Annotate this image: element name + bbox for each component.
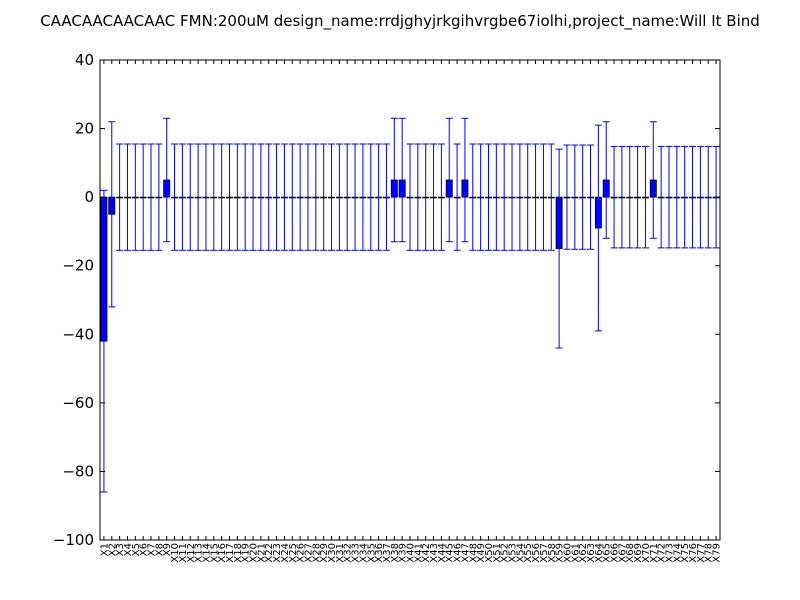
x-tick-label: X65 bbox=[602, 543, 613, 563]
x-tick-label: X26 bbox=[296, 543, 307, 563]
x-tick-label: X58 bbox=[547, 543, 558, 563]
x-tick-label: X33 bbox=[351, 543, 362, 563]
y-tick-label: −20 bbox=[62, 257, 94, 275]
x-tick-label: X77 bbox=[696, 543, 707, 563]
x-tick-label: X7 bbox=[147, 543, 158, 556]
x-tick-label: X72 bbox=[657, 543, 668, 563]
x-tick-label: X60 bbox=[562, 543, 573, 563]
x-tick-label: X27 bbox=[303, 543, 314, 563]
x-tick-label: X40 bbox=[406, 543, 417, 563]
x-tick-label: X37 bbox=[382, 543, 393, 563]
x-tick-label: X69 bbox=[633, 543, 644, 563]
x-tick-label: X41 bbox=[413, 543, 424, 563]
x-tick-label: X73 bbox=[664, 543, 675, 563]
x-tick-label: X14 bbox=[201, 543, 212, 563]
x-tick-label: X3 bbox=[115, 543, 126, 556]
x-tick-label: X42 bbox=[421, 543, 432, 563]
x-tick-label: X43 bbox=[429, 543, 440, 563]
x-tick-label: X6 bbox=[139, 543, 150, 556]
x-tick-label: X39 bbox=[398, 543, 409, 563]
x-tick-label: X59 bbox=[555, 543, 566, 563]
x-tick-label: X29 bbox=[319, 543, 330, 563]
x-tick-label: X71 bbox=[649, 543, 660, 563]
x-tick-label: X52 bbox=[500, 543, 511, 563]
x-tick-label: X20 bbox=[249, 543, 260, 563]
x-tick-label: X78 bbox=[704, 543, 715, 563]
x-tick-label: X66 bbox=[610, 543, 621, 563]
plot-area: −100−80−60−40−2002040X1X2X3X4X5X6X7X8X9X… bbox=[53, 51, 723, 563]
y-tick-label: −80 bbox=[62, 462, 94, 480]
y-tick-label: −60 bbox=[62, 394, 94, 412]
y-tick-label: 20 bbox=[75, 120, 94, 138]
x-tick-label: X35 bbox=[366, 543, 377, 563]
x-tick-label: X17 bbox=[225, 543, 236, 563]
x-tick-label: X1 bbox=[99, 543, 110, 556]
x-tick-label: X28 bbox=[311, 543, 322, 563]
x-tick-label: X9 bbox=[162, 543, 173, 556]
x-tick-label: X76 bbox=[688, 543, 699, 563]
x-tick-label: X16 bbox=[217, 543, 228, 563]
x-tick-label: X49 bbox=[476, 543, 487, 563]
x-tick-label: X55 bbox=[523, 543, 534, 563]
x-tick-label: X24 bbox=[280, 543, 291, 563]
x-tick-label: X5 bbox=[131, 543, 142, 556]
y-tick-label: −40 bbox=[62, 325, 94, 343]
x-tick-label: X38 bbox=[390, 543, 401, 563]
x-tick-label: X46 bbox=[453, 543, 464, 563]
x-tick-label: X56 bbox=[531, 543, 542, 563]
x-tick-label: X62 bbox=[578, 543, 589, 563]
x-tick-label: X34 bbox=[358, 543, 369, 563]
x-tick-label: X44 bbox=[437, 543, 448, 563]
x-tick-label: X51 bbox=[492, 543, 503, 563]
x-tick-label: X23 bbox=[272, 543, 283, 563]
x-tick-label: X47 bbox=[460, 543, 471, 563]
x-tick-label: X32 bbox=[343, 543, 354, 563]
x-tick-label: X18 bbox=[233, 543, 244, 563]
x-tick-label: X57 bbox=[539, 543, 550, 563]
x-tick-label: X30 bbox=[327, 543, 338, 563]
x-tick-label: X2 bbox=[107, 543, 118, 556]
x-tick-label: X63 bbox=[586, 543, 597, 563]
x-tick-label: X70 bbox=[641, 543, 652, 563]
x-tick-label: X19 bbox=[241, 543, 252, 563]
x-tick-label: X68 bbox=[625, 543, 636, 563]
y-tick-label: 40 bbox=[75, 51, 94, 69]
x-tick-label: X4 bbox=[123, 543, 134, 556]
x-tick-label: X13 bbox=[194, 543, 205, 563]
x-tick-label: X50 bbox=[484, 543, 495, 563]
x-tick-label: X45 bbox=[445, 543, 456, 563]
x-tick-label: X75 bbox=[680, 543, 691, 563]
x-tick-label: X15 bbox=[209, 543, 220, 563]
x-tick-label: X74 bbox=[672, 543, 683, 563]
x-tick-label: X11 bbox=[178, 543, 189, 563]
plot-frame bbox=[99, 59, 721, 541]
x-tick-label: X53 bbox=[508, 543, 519, 563]
chart-title: CAACAACAACAAC FMN:200uM design_name:rrdj… bbox=[40, 12, 760, 31]
x-tick-label: X31 bbox=[335, 543, 346, 563]
x-tick-label: X36 bbox=[374, 543, 385, 563]
x-tick-label: X79 bbox=[712, 543, 723, 563]
x-tick-label: X8 bbox=[154, 543, 165, 556]
x-tick-label: X22 bbox=[264, 543, 275, 563]
x-tick-label: X12 bbox=[186, 543, 197, 563]
x-tick-label: X25 bbox=[288, 543, 299, 563]
x-tick-label: X10 bbox=[170, 543, 181, 563]
y-tick-label: −100 bbox=[53, 531, 94, 549]
x-tick-label: X54 bbox=[515, 543, 526, 563]
x-tick-label: X21 bbox=[256, 543, 267, 563]
x-tick-label: X67 bbox=[617, 543, 628, 563]
x-tick-label: X64 bbox=[594, 543, 605, 563]
x-tick-label: X48 bbox=[468, 543, 479, 563]
x-tick-label: X61 bbox=[570, 543, 581, 563]
y-tick-label: 0 bbox=[84, 188, 94, 206]
